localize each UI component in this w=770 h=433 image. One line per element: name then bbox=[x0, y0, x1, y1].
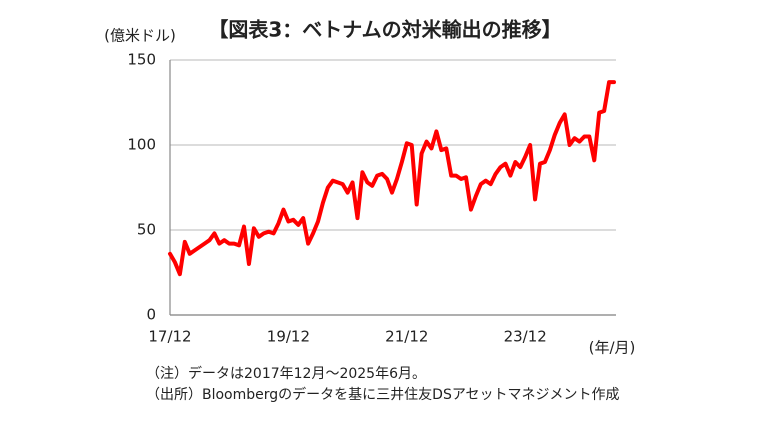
x-tick-label: 21/12 bbox=[385, 328, 428, 346]
note: （注）データは2017年12月～2025年6月。 bbox=[146, 365, 426, 382]
x-axis-label: (年/月) bbox=[589, 339, 636, 357]
x-tick-label: 23/12 bbox=[504, 328, 547, 346]
x-tick-label: 17/12 bbox=[148, 328, 191, 346]
chart-title: 【図表3：ベトナムの対米輸出の推移】 bbox=[208, 18, 561, 42]
x-tick-label: 19/12 bbox=[267, 328, 310, 346]
y-tick-label: 150 bbox=[127, 51, 156, 69]
y-tick-label: 0 bbox=[146, 306, 156, 324]
note: （出所）Bloombergのデータを基に三井住友DSアセットマネジメント作成 bbox=[146, 386, 620, 403]
data-line bbox=[168, 80, 616, 277]
y-tick-label: 100 bbox=[127, 136, 156, 154]
y-axis-label: (億米ドル) bbox=[104, 27, 176, 45]
y-tick-label: 50 bbox=[137, 221, 156, 239]
